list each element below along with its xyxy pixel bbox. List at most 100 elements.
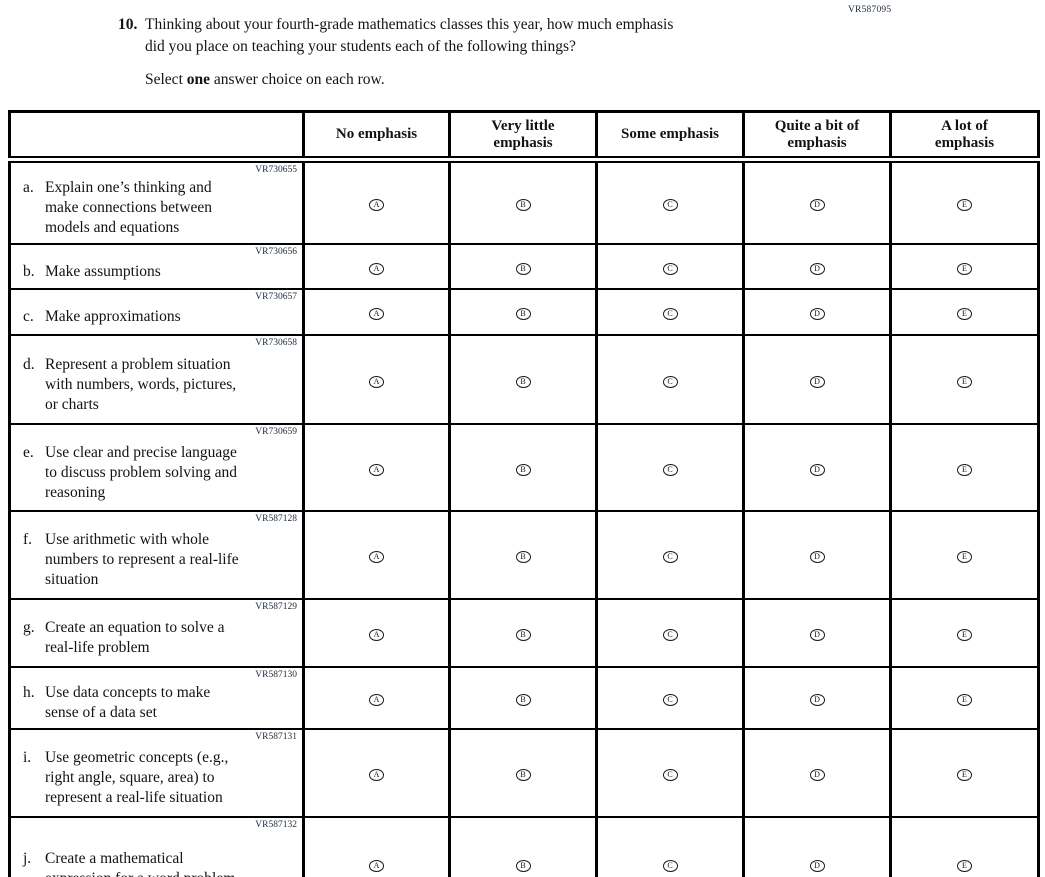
option-cell-b[interactable]: B: [448, 816, 598, 877]
option-bubble-d[interactable]: D: [809, 463, 825, 476]
option-cell-a[interactable]: A: [302, 816, 451, 877]
option-cell-d[interactable]: D: [742, 816, 892, 877]
option-bubble-e[interactable]: E: [957, 463, 972, 476]
option-bubble-e[interactable]: E: [957, 551, 972, 563]
option-bubble-a[interactable]: A: [369, 694, 384, 706]
option-cell-a[interactable]: A: [302, 243, 451, 290]
option-cell-e[interactable]: E: [889, 598, 1040, 668]
option-bubble-c[interactable]: C: [662, 860, 678, 873]
option-cell-c[interactable]: C: [595, 598, 745, 668]
option-cell-a[interactable]: A: [302, 728, 451, 818]
option-cell-c[interactable]: C: [595, 728, 745, 818]
option-cell-e[interactable]: E: [889, 288, 1040, 336]
option-cell-a[interactable]: A: [302, 158, 451, 245]
option-cell-c[interactable]: C: [595, 816, 745, 877]
option-cell-d[interactable]: D: [742, 423, 892, 512]
option-bubble-c[interactable]: C: [662, 463, 678, 476]
option-cell-a[interactable]: A: [302, 598, 451, 668]
option-bubble-e[interactable]: E: [957, 262, 972, 275]
option-cell-d[interactable]: D: [742, 243, 892, 290]
option-cell-b[interactable]: B: [448, 158, 598, 245]
option-cell-b[interactable]: B: [448, 598, 598, 668]
option-cell-d[interactable]: D: [742, 666, 892, 730]
option-bubble-b[interactable]: B: [515, 199, 531, 211]
option-bubble-c[interactable]: C: [662, 308, 678, 320]
option-bubble-a[interactable]: A: [369, 860, 384, 873]
option-bubble-d[interactable]: D: [809, 860, 825, 873]
option-bubble-b[interactable]: B: [515, 262, 531, 275]
option-cell-d[interactable]: D: [742, 728, 892, 818]
option-cell-d[interactable]: D: [742, 288, 892, 336]
option-cell-e[interactable]: E: [889, 334, 1040, 425]
option-bubble-a[interactable]: A: [369, 375, 384, 388]
option-bubble-b[interactable]: B: [515, 694, 531, 706]
option-cell-a[interactable]: A: [302, 423, 451, 512]
option-bubble-a[interactable]: A: [369, 463, 384, 476]
option-bubble-e[interactable]: E: [957, 860, 972, 873]
option-cell-b[interactable]: B: [448, 243, 598, 290]
option-cell-a[interactable]: A: [302, 510, 451, 600]
option-bubble-e[interactable]: E: [957, 199, 972, 211]
option-cell-a[interactable]: A: [302, 334, 451, 425]
option-cell-c[interactable]: C: [595, 288, 745, 336]
option-bubble-d[interactable]: D: [809, 199, 825, 211]
option-cell-c[interactable]: C: [595, 510, 745, 600]
option-bubble-b[interactable]: B: [515, 629, 531, 641]
option-bubble-a[interactable]: A: [369, 551, 384, 563]
option-bubble-c[interactable]: C: [662, 629, 678, 641]
option-cell-c[interactable]: C: [595, 158, 745, 245]
option-cell-e[interactable]: E: [889, 728, 1040, 818]
option-cell-b[interactable]: B: [448, 334, 598, 425]
option-bubble-b[interactable]: B: [515, 463, 531, 476]
option-cell-e[interactable]: E: [889, 243, 1040, 290]
option-cell-e[interactable]: E: [889, 158, 1040, 245]
option-cell-a[interactable]: A: [302, 666, 451, 730]
option-cell-b[interactable]: B: [448, 666, 598, 730]
option-bubble-c[interactable]: C: [662, 199, 678, 211]
option-bubble-c[interactable]: C: [662, 375, 678, 388]
option-bubble-b[interactable]: B: [515, 551, 531, 563]
option-bubble-d[interactable]: D: [809, 308, 825, 320]
option-bubble-d[interactable]: D: [809, 629, 825, 641]
option-bubble-e[interactable]: E: [957, 694, 972, 706]
option-cell-b[interactable]: B: [448, 728, 598, 818]
option-bubble-c[interactable]: C: [662, 262, 678, 275]
option-bubble-c[interactable]: C: [662, 769, 678, 781]
option-bubble-d[interactable]: D: [809, 375, 825, 388]
option-cell-e[interactable]: E: [889, 816, 1040, 877]
option-bubble-e[interactable]: E: [957, 375, 972, 388]
option-cell-e[interactable]: E: [889, 666, 1040, 730]
option-bubble-a[interactable]: A: [369, 769, 384, 781]
option-bubble-d[interactable]: D: [809, 551, 825, 563]
option-cell-b[interactable]: B: [448, 423, 598, 512]
option-bubble-b[interactable]: B: [515, 308, 531, 320]
option-bubble-a[interactable]: A: [369, 308, 384, 320]
option-cell-c[interactable]: C: [595, 334, 745, 425]
option-cell-d[interactable]: D: [742, 158, 892, 245]
option-bubble-b[interactable]: B: [515, 860, 531, 873]
option-cell-d[interactable]: D: [742, 334, 892, 425]
option-bubble-e[interactable]: E: [957, 308, 972, 320]
option-bubble-a[interactable]: A: [369, 629, 384, 641]
option-bubble-b[interactable]: B: [515, 769, 531, 781]
option-bubble-c[interactable]: C: [662, 551, 678, 563]
option-cell-d[interactable]: D: [742, 510, 892, 600]
option-bubble-e[interactable]: E: [957, 629, 972, 641]
option-cell-b[interactable]: B: [448, 510, 598, 600]
option-cell-e[interactable]: E: [889, 510, 1040, 600]
option-cell-c[interactable]: C: [595, 423, 745, 512]
option-bubble-d[interactable]: D: [809, 262, 825, 275]
option-bubble-e[interactable]: E: [957, 769, 972, 781]
option-bubble-b[interactable]: B: [515, 375, 531, 388]
option-bubble-c[interactable]: C: [662, 694, 678, 706]
option-bubble-d[interactable]: D: [809, 769, 825, 781]
option-bubble-a[interactable]: A: [369, 199, 384, 211]
option-bubble-a[interactable]: A: [369, 262, 384, 275]
option-cell-b[interactable]: B: [448, 288, 598, 336]
option-cell-a[interactable]: A: [302, 288, 451, 336]
option-cell-c[interactable]: C: [595, 243, 745, 290]
option-cell-d[interactable]: D: [742, 598, 892, 668]
option-cell-e[interactable]: E: [889, 423, 1040, 512]
option-bubble-d[interactable]: D: [809, 694, 825, 706]
option-cell-c[interactable]: C: [595, 666, 745, 730]
